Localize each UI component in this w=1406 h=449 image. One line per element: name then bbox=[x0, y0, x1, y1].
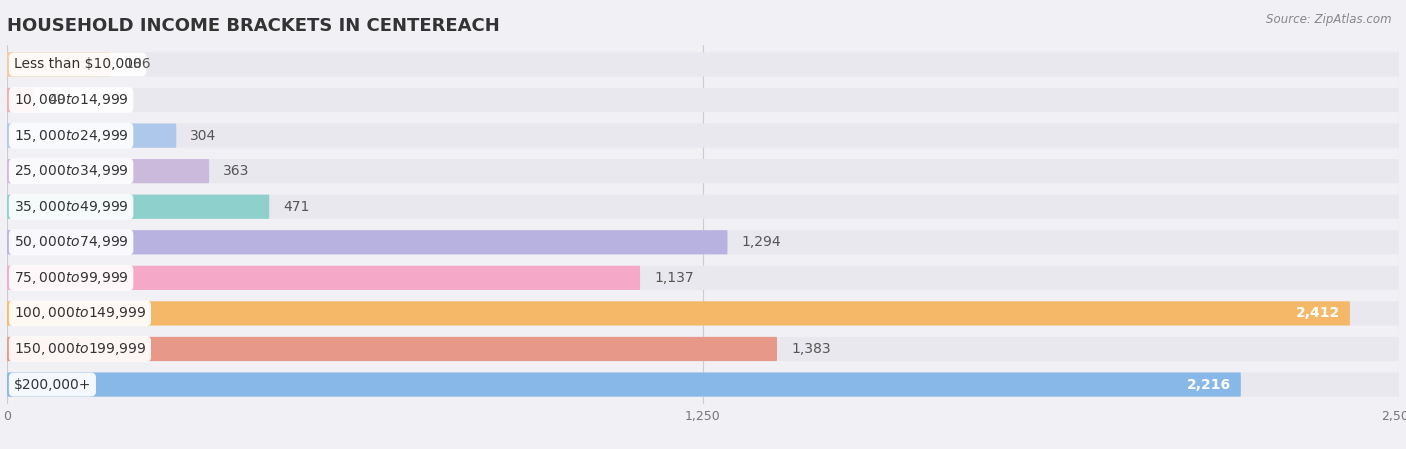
FancyBboxPatch shape bbox=[7, 194, 270, 219]
FancyBboxPatch shape bbox=[7, 194, 1399, 219]
FancyBboxPatch shape bbox=[7, 53, 111, 76]
FancyBboxPatch shape bbox=[7, 337, 1399, 361]
Text: HOUSEHOLD INCOME BRACKETS IN CENTEREACH: HOUSEHOLD INCOME BRACKETS IN CENTEREACH bbox=[7, 17, 499, 35]
Text: 471: 471 bbox=[283, 200, 309, 214]
FancyBboxPatch shape bbox=[7, 301, 1350, 326]
Text: Less than $10,000: Less than $10,000 bbox=[14, 57, 142, 71]
FancyBboxPatch shape bbox=[7, 337, 778, 361]
FancyBboxPatch shape bbox=[7, 159, 209, 183]
Text: $100,000 to $149,999: $100,000 to $149,999 bbox=[14, 305, 146, 321]
Text: $50,000 to $74,999: $50,000 to $74,999 bbox=[14, 234, 128, 250]
FancyBboxPatch shape bbox=[7, 123, 1399, 148]
Text: 304: 304 bbox=[190, 128, 217, 143]
Text: $10,000 to $14,999: $10,000 to $14,999 bbox=[14, 92, 128, 108]
FancyBboxPatch shape bbox=[7, 230, 1399, 255]
Text: 1,383: 1,383 bbox=[792, 342, 831, 356]
FancyBboxPatch shape bbox=[7, 266, 640, 290]
Text: Source: ZipAtlas.com: Source: ZipAtlas.com bbox=[1267, 13, 1392, 26]
Text: 2,216: 2,216 bbox=[1187, 378, 1230, 392]
FancyBboxPatch shape bbox=[7, 373, 1399, 396]
Text: 2,412: 2,412 bbox=[1296, 306, 1340, 321]
FancyBboxPatch shape bbox=[7, 88, 34, 112]
Text: $75,000 to $99,999: $75,000 to $99,999 bbox=[14, 270, 128, 286]
Text: $35,000 to $49,999: $35,000 to $49,999 bbox=[14, 199, 128, 215]
FancyBboxPatch shape bbox=[7, 88, 1399, 112]
Text: 186: 186 bbox=[125, 57, 150, 71]
Text: 1,294: 1,294 bbox=[741, 235, 782, 249]
Text: 1,137: 1,137 bbox=[654, 271, 693, 285]
Text: $150,000 to $199,999: $150,000 to $199,999 bbox=[14, 341, 146, 357]
FancyBboxPatch shape bbox=[7, 230, 727, 255]
FancyBboxPatch shape bbox=[7, 301, 1399, 326]
Text: 363: 363 bbox=[224, 164, 249, 178]
FancyBboxPatch shape bbox=[7, 373, 1241, 396]
Text: $200,000+: $200,000+ bbox=[14, 378, 91, 392]
Text: 49: 49 bbox=[48, 93, 66, 107]
FancyBboxPatch shape bbox=[7, 159, 1399, 183]
Text: $15,000 to $24,999: $15,000 to $24,999 bbox=[14, 128, 128, 144]
Text: $25,000 to $34,999: $25,000 to $34,999 bbox=[14, 163, 128, 179]
FancyBboxPatch shape bbox=[7, 266, 1399, 290]
FancyBboxPatch shape bbox=[7, 53, 1399, 76]
FancyBboxPatch shape bbox=[7, 123, 176, 148]
